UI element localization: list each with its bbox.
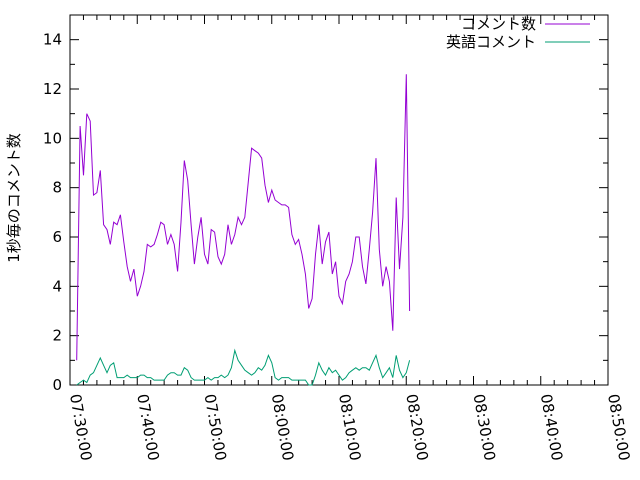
y-tick-label: 12 (43, 80, 62, 98)
x-tick-label: 07:50:00 (201, 393, 230, 462)
series-line-1 (76, 74, 411, 361)
y-tick-label: 10 (43, 129, 62, 147)
x-tick-label: 08:10:00 (335, 393, 364, 462)
y-tick-label: 14 (43, 31, 62, 49)
y-tick-label: 8 (52, 179, 62, 197)
y-tick-label: 4 (52, 277, 62, 295)
x-tick-label: 08:50:00 (604, 393, 633, 462)
x-tick-label: 07:40:00 (133, 393, 162, 462)
series-line-2 (76, 348, 411, 386)
x-tick-label: 08:30:00 (470, 393, 499, 462)
plot-frame (69, 14, 609, 386)
y-tick-label: 2 (52, 327, 62, 345)
x-tick-label: 07:30:00 (66, 393, 95, 462)
x-tick-label: 08:40:00 (537, 393, 566, 462)
y-tick-label: 0 (52, 376, 62, 394)
legend-label: コメント数 (461, 15, 536, 33)
y-axis-title: 1秒毎のコメント数 (5, 133, 23, 263)
legend-label: 英語コメント (446, 33, 536, 51)
x-tick-label: 08:00:00 (268, 393, 297, 462)
plot-border (69, 14, 609, 386)
y-tick-label: 6 (52, 228, 62, 246)
y-axis: 0 2 4 6 8 10 12 14 (43, 14, 608, 394)
x-axis: 07:30:00 07:40:00 07:50:00 08:00:00 08:10:00… (66, 15, 633, 462)
x-tick-label: 08:20:00 (402, 393, 431, 462)
series-layer (76, 74, 411, 386)
